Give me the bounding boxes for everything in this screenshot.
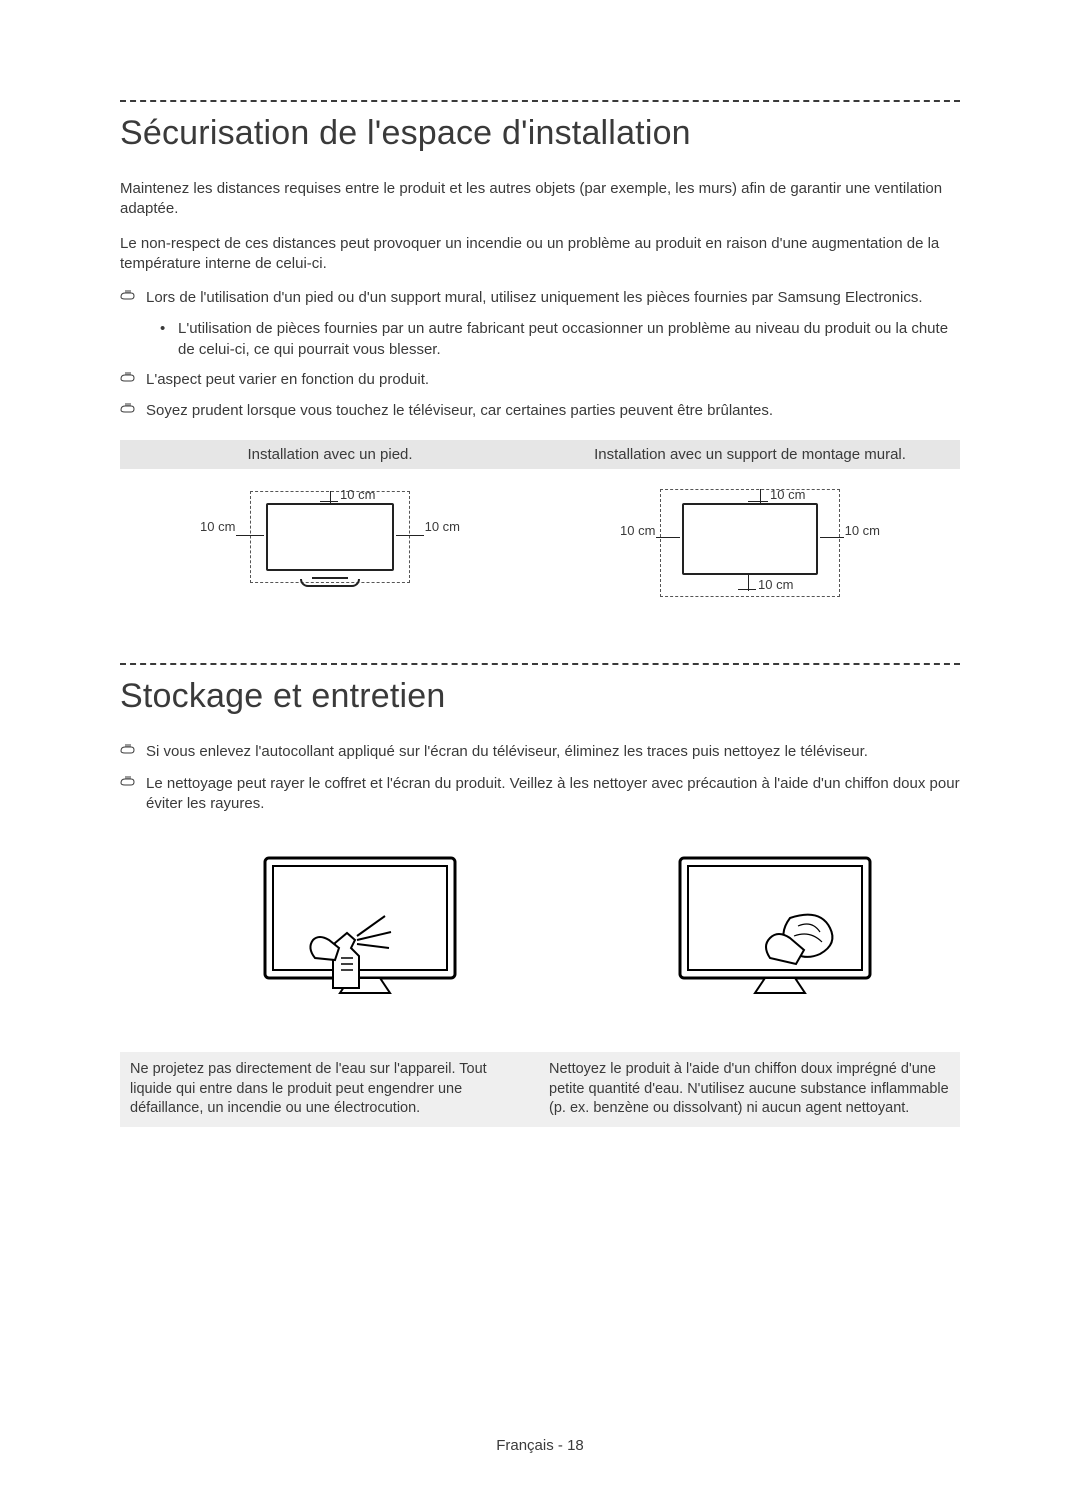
note-text: Si vous enlevez l'autocollant appliqué s…: [146, 742, 960, 762]
installation-diagrams: Installation avec un pied. 10 cm 10 cm 1…: [120, 440, 960, 609]
install-wall-header: Installation avec un support de montage …: [540, 440, 960, 469]
care-captions: Ne projetez pas directement de l'eau sur…: [120, 1052, 960, 1127]
section-divider: [120, 663, 960, 665]
care-cloth-figure: [600, 838, 960, 1028]
section1-para1: Maintenez les distances requises entre l…: [120, 179, 960, 220]
care-right-col: [560, 838, 960, 1046]
note-text: L'aspect peut varier en fonction du prod…: [146, 370, 960, 390]
install-wall-figure: 10 cm 10 cm 10 cm 10 cm: [540, 469, 960, 609]
care-spray-figure: [210, 838, 520, 1028]
note-item: Lors de l'utilisation d'un pied ou d'un …: [120, 288, 960, 309]
care-left-col: [120, 838, 520, 1046]
care-caption-right: Nettoyez le produit à l'aide d'un chiffo…: [549, 1060, 950, 1119]
dist-label: 10 cm: [845, 523, 880, 538]
dist-label: 10 cm: [758, 577, 793, 592]
dist-label: 10 cm: [425, 519, 460, 534]
dist-label: 10 cm: [620, 523, 655, 538]
hand-icon: [120, 743, 142, 763]
sub-bullet-text: L'utilisation de pièces fournies par un …: [178, 319, 960, 360]
section-divider: [120, 100, 960, 102]
install-stand-figure: 10 cm 10 cm 10 cm: [120, 469, 540, 609]
note-item: Si vous enlevez l'autocollant appliqué s…: [120, 742, 960, 763]
sub-bullet: • L'utilisation de pièces fournies par u…: [160, 319, 960, 360]
section1-para2: Le non-respect de ces distances peut pro…: [120, 234, 960, 275]
dist-label: 10 cm: [770, 487, 805, 502]
section2-title: Stockage et entretien: [120, 677, 960, 716]
section1-notes: Lors de l'utilisation d'un pied ou d'un …: [120, 288, 960, 309]
section2-notes: Si vous enlevez l'autocollant appliqué s…: [120, 742, 960, 814]
note-item: Soyez prudent lorsque vous touchez le té…: [120, 401, 960, 422]
install-stand-col: Installation avec un pied. 10 cm 10 cm 1…: [120, 440, 540, 609]
care-caption-left: Ne projetez pas directement de l'eau sur…: [130, 1060, 531, 1119]
dist-label: 10 cm: [200, 519, 235, 534]
note-text: Lors de l'utilisation d'un pied ou d'un …: [146, 288, 960, 308]
section1-title: Sécurisation de l'espace d'installation: [120, 114, 960, 153]
bullet-dot: •: [160, 319, 178, 339]
note-item: Le nettoyage peut rayer le coffret et l'…: [120, 774, 960, 815]
note-item: L'aspect peut varier en fonction du prod…: [120, 370, 960, 391]
page-footer: Français - 18: [0, 1437, 1080, 1454]
note-text: Soyez prudent lorsque vous touchez le té…: [146, 401, 960, 421]
hand-icon: [120, 289, 142, 309]
care-illustrations: [120, 838, 960, 1046]
install-stand-header: Installation avec un pied.: [120, 440, 540, 469]
note-text: Le nettoyage peut rayer le coffret et l'…: [146, 774, 960, 815]
hand-icon: [120, 775, 142, 795]
dist-label: 10 cm: [340, 487, 375, 502]
hand-icon: [120, 371, 142, 391]
hand-icon: [120, 402, 142, 422]
install-wall-col: Installation avec un support de montage …: [540, 440, 960, 609]
section1-notes-b: L'aspect peut varier en fonction du prod…: [120, 370, 960, 423]
